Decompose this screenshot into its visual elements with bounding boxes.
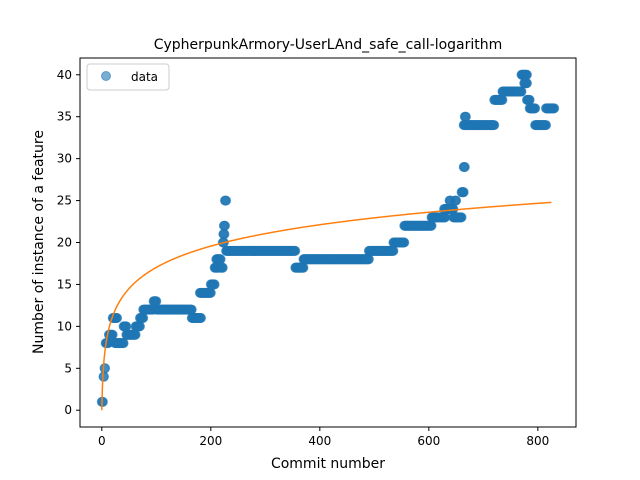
data-point bbox=[130, 329, 141, 340]
x-tick-label: 800 bbox=[526, 434, 549, 448]
data-point bbox=[100, 363, 111, 374]
data-point bbox=[118, 338, 129, 349]
y-tick-label: 10 bbox=[57, 319, 72, 333]
x-tick-label: 200 bbox=[199, 434, 222, 448]
data-point bbox=[205, 287, 216, 298]
axes-frame bbox=[79, 57, 577, 428]
y-tick-label: 35 bbox=[57, 110, 72, 124]
data-point bbox=[196, 312, 206, 323]
data-point bbox=[221, 195, 232, 206]
y-tick-label: 25 bbox=[57, 194, 72, 208]
data-point bbox=[521, 78, 532, 89]
data-point bbox=[363, 254, 374, 265]
data-point bbox=[524, 94, 535, 105]
y-axis-ticks: 0 5 10 15 20 25 30 35 40 bbox=[57, 68, 80, 417]
x-tick-label: 600 bbox=[417, 434, 440, 448]
plot-area bbox=[96, 69, 560, 411]
data-point bbox=[134, 321, 145, 332]
x-tick-label: 0 bbox=[98, 434, 106, 448]
data-point bbox=[521, 69, 532, 80]
data-point bbox=[489, 120, 500, 131]
data-point bbox=[209, 279, 220, 290]
data-point bbox=[215, 254, 226, 265]
y-tick-label: 20 bbox=[57, 236, 72, 250]
data-point bbox=[497, 94, 508, 105]
y-axis-label: Number of instance of a feature bbox=[31, 130, 47, 354]
y-tick-label: 0 bbox=[64, 403, 72, 417]
x-axis-label: Commit number bbox=[271, 456, 385, 472]
data-point bbox=[121, 321, 132, 332]
data-point bbox=[541, 120, 552, 131]
data-point bbox=[426, 220, 437, 231]
legend-marker-data bbox=[101, 71, 111, 81]
data-point bbox=[98, 371, 109, 382]
x-axis-ticks: 0 200 400 600 800 bbox=[98, 427, 549, 448]
data-point bbox=[460, 111, 471, 122]
data-point bbox=[456, 212, 467, 223]
data-point bbox=[219, 229, 230, 240]
data-point bbox=[388, 245, 399, 256]
data-point bbox=[448, 203, 459, 214]
data-point bbox=[451, 195, 462, 206]
data-point bbox=[298, 262, 309, 273]
data-point bbox=[219, 220, 230, 231]
y-tick-label: 5 bbox=[64, 361, 72, 375]
data-point bbox=[530, 103, 541, 114]
chart-title: CypherpunkArmory-UserLAnd_safe_call-loga… bbox=[154, 37, 503, 53]
data-point bbox=[516, 86, 527, 97]
data-point bbox=[459, 162, 470, 173]
data-point bbox=[151, 296, 162, 307]
data-point bbox=[549, 103, 560, 114]
log-fit-line bbox=[101, 201, 552, 411]
x-tick-label: 400 bbox=[308, 434, 331, 448]
data-point bbox=[217, 262, 228, 273]
data-point bbox=[186, 304, 197, 315]
data-point bbox=[290, 245, 301, 256]
y-tick-label: 40 bbox=[57, 68, 72, 82]
legend-label-data: data bbox=[131, 70, 158, 84]
y-tick-label: 30 bbox=[57, 152, 72, 166]
scatter-series-data bbox=[96, 69, 560, 407]
y-tick-label: 15 bbox=[57, 277, 72, 291]
data-point bbox=[107, 329, 118, 340]
data-point bbox=[138, 312, 149, 323]
data-point bbox=[458, 187, 469, 198]
legend-box bbox=[86, 63, 170, 91]
data-point bbox=[97, 396, 108, 407]
data-point bbox=[440, 212, 451, 223]
legend: data bbox=[86, 63, 170, 91]
data-point bbox=[399, 237, 410, 248]
